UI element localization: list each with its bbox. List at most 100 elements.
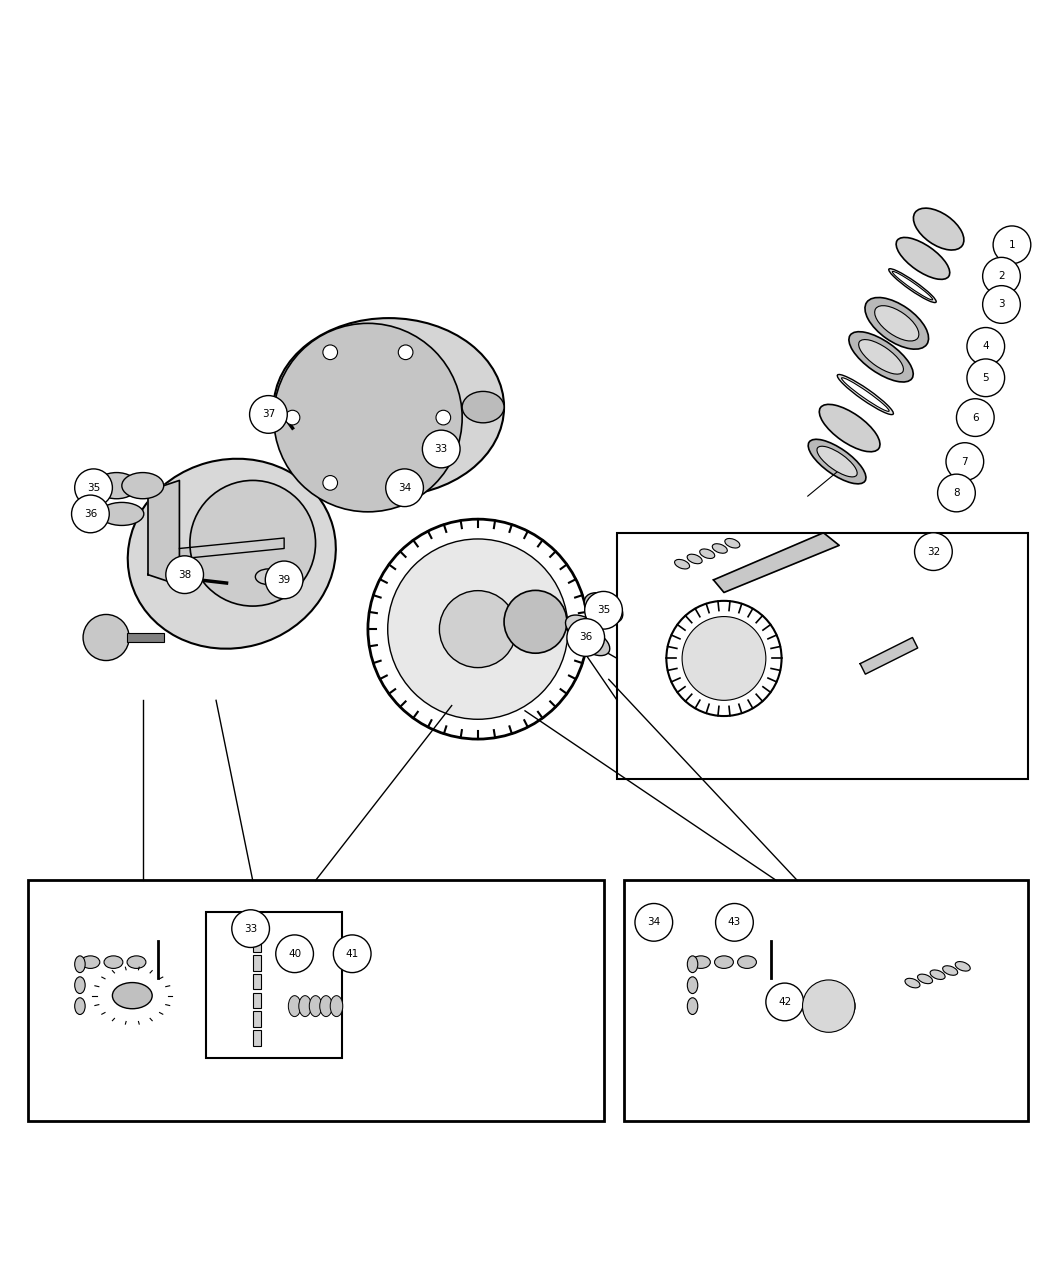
Circle shape <box>274 324 462 511</box>
Text: 34: 34 <box>398 483 412 492</box>
Ellipse shape <box>566 615 602 643</box>
Circle shape <box>71 495 109 533</box>
Ellipse shape <box>674 560 690 569</box>
Ellipse shape <box>956 961 970 972</box>
Circle shape <box>385 469 423 506</box>
Text: 3: 3 <box>999 300 1005 310</box>
Ellipse shape <box>104 956 123 969</box>
Ellipse shape <box>462 391 504 423</box>
Ellipse shape <box>100 502 144 525</box>
Ellipse shape <box>724 538 740 548</box>
Circle shape <box>993 226 1031 264</box>
Ellipse shape <box>692 956 711 969</box>
Ellipse shape <box>128 459 336 649</box>
Ellipse shape <box>914 208 964 250</box>
Circle shape <box>957 399 994 436</box>
Circle shape <box>323 346 337 360</box>
Text: 33: 33 <box>244 923 257 933</box>
Circle shape <box>398 346 413 360</box>
Circle shape <box>567 618 605 657</box>
Circle shape <box>765 983 803 1021</box>
Bar <box>253 1011 261 1028</box>
Ellipse shape <box>848 332 914 382</box>
Circle shape <box>83 615 129 660</box>
Ellipse shape <box>715 956 733 969</box>
Circle shape <box>75 469 112 506</box>
Ellipse shape <box>688 956 698 973</box>
Text: 42: 42 <box>778 997 792 1007</box>
Bar <box>617 533 1028 779</box>
Circle shape <box>946 442 984 481</box>
Text: 38: 38 <box>178 570 191 580</box>
Ellipse shape <box>699 550 715 558</box>
Circle shape <box>983 286 1021 324</box>
Ellipse shape <box>584 593 623 623</box>
Ellipse shape <box>81 956 100 969</box>
Bar <box>253 936 261 951</box>
Text: 1: 1 <box>1009 240 1015 250</box>
Ellipse shape <box>896 237 950 279</box>
Ellipse shape <box>737 956 756 969</box>
Bar <box>27 881 604 1121</box>
Circle shape <box>387 539 568 719</box>
Text: 8: 8 <box>953 488 960 499</box>
Circle shape <box>967 360 1005 397</box>
Ellipse shape <box>75 956 85 973</box>
Ellipse shape <box>808 440 866 483</box>
Circle shape <box>967 328 1005 365</box>
Polygon shape <box>180 538 285 558</box>
Ellipse shape <box>865 297 928 349</box>
Ellipse shape <box>841 377 889 412</box>
Ellipse shape <box>122 473 164 499</box>
Ellipse shape <box>892 272 932 300</box>
Bar <box>625 881 1028 1121</box>
Bar <box>253 974 261 989</box>
Ellipse shape <box>320 996 332 1016</box>
Circle shape <box>504 590 567 653</box>
Ellipse shape <box>688 977 698 993</box>
Text: 35: 35 <box>87 483 100 492</box>
Ellipse shape <box>819 404 880 451</box>
Text: 36: 36 <box>580 632 592 643</box>
Ellipse shape <box>576 630 610 655</box>
Circle shape <box>422 430 460 468</box>
Circle shape <box>276 935 314 973</box>
Ellipse shape <box>75 977 85 993</box>
Ellipse shape <box>802 987 855 1026</box>
Circle shape <box>190 481 316 606</box>
Circle shape <box>266 561 303 599</box>
Text: 5: 5 <box>983 372 989 382</box>
Circle shape <box>802 980 855 1033</box>
Circle shape <box>250 395 288 434</box>
Text: 35: 35 <box>596 606 610 616</box>
Text: 2: 2 <box>999 272 1005 282</box>
Circle shape <box>166 556 204 594</box>
Ellipse shape <box>905 978 920 988</box>
Text: 7: 7 <box>962 456 968 467</box>
Circle shape <box>333 935 371 973</box>
Text: 32: 32 <box>927 547 940 557</box>
Circle shape <box>682 617 765 700</box>
Text: 36: 36 <box>84 509 97 519</box>
Polygon shape <box>860 638 918 674</box>
Text: 39: 39 <box>277 575 291 585</box>
Ellipse shape <box>918 974 932 983</box>
Circle shape <box>635 904 673 941</box>
Ellipse shape <box>687 555 702 564</box>
Ellipse shape <box>75 998 85 1015</box>
Circle shape <box>286 411 300 425</box>
Ellipse shape <box>96 473 138 499</box>
Circle shape <box>716 904 753 941</box>
Ellipse shape <box>875 306 919 340</box>
Circle shape <box>323 476 337 490</box>
Text: 40: 40 <box>288 949 301 959</box>
Ellipse shape <box>112 983 152 1009</box>
Circle shape <box>439 590 517 668</box>
Circle shape <box>232 910 270 947</box>
Ellipse shape <box>688 998 698 1015</box>
Ellipse shape <box>930 970 945 979</box>
Ellipse shape <box>837 375 894 414</box>
Bar <box>253 992 261 1009</box>
Text: 33: 33 <box>435 444 448 454</box>
Circle shape <box>398 476 413 490</box>
